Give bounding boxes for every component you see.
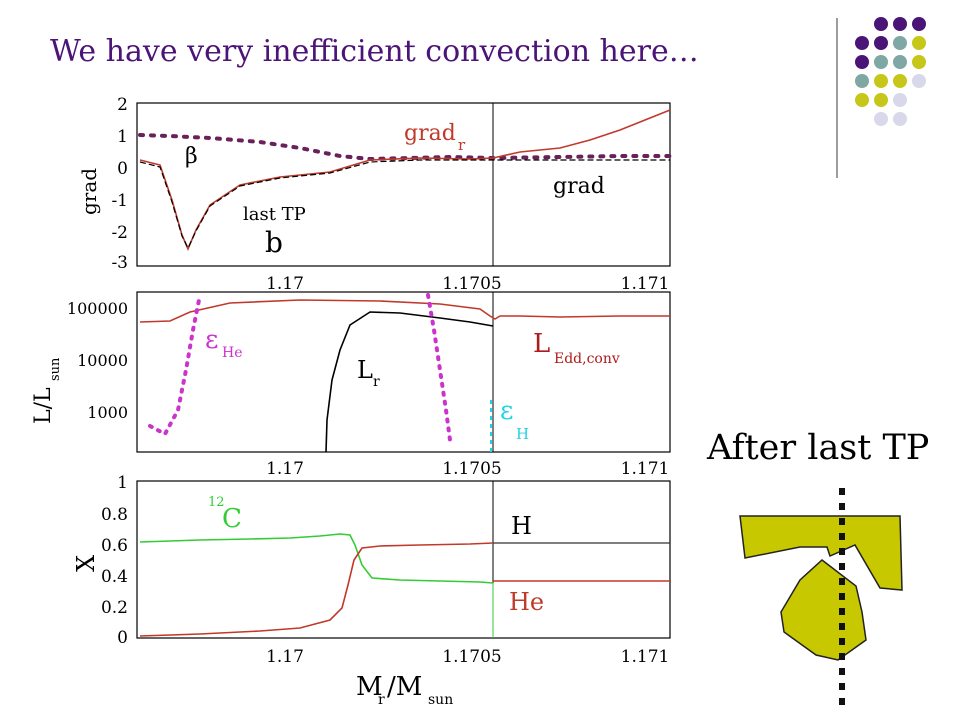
decorative-dot: [874, 55, 888, 69]
decorative-dot: [893, 36, 907, 50]
decorative-divider: [836, 18, 838, 178]
panel-bottom-ytick: 0.4: [101, 567, 128, 587]
decorative-dot: [912, 17, 926, 31]
decorative-dot: [855, 36, 869, 50]
panel-middle-ytick: 1000: [87, 403, 128, 422]
panel-middle-ylabel-main: L/L: [31, 387, 56, 424]
annotation-lr-sub: r: [373, 374, 380, 390]
series-lr: [325, 311, 494, 453]
panel-top-xtick: 1.171: [621, 274, 670, 294]
panel-top-ytick: 2: [117, 95, 128, 115]
annotation-eps-he: ε: [205, 325, 218, 355]
annotation-h: H: [511, 512, 532, 540]
panel-top-ylabel: grad: [77, 168, 101, 215]
panel-bottom-ytick: 0.2: [101, 598, 128, 618]
decorative-dot: [893, 93, 907, 107]
panel-bottom-ytick: 0.6: [101, 536, 128, 556]
xlabel-sub-r: r: [378, 692, 385, 708]
xlabel-sub-sun: sun: [428, 692, 453, 708]
panel-bottom-ytick: 0.8: [101, 505, 128, 525]
series-beta: [138, 133, 672, 162]
series-grad: [139, 159, 670, 250]
decorative-dot: [893, 17, 907, 31]
decorative-dot: [874, 17, 888, 31]
bell-lower-shape: [780, 559, 867, 661]
annotation-gradr: grad: [404, 121, 456, 146]
series-l-edd: [139, 299, 670, 323]
annotation-last-tp: last TP: [243, 204, 306, 225]
annotation-ledd: L: [533, 329, 550, 359]
decorative-dot: [912, 55, 926, 69]
annotation-eps-h-sub: H: [516, 425, 529, 443]
panel-top: 2 1 0 -1 -2 -3 1.17 1.1705 1.171 grad β …: [77, 95, 672, 294]
panel-bottom: 1 0.8 0.6 0.4 0.2 0 1.17 1.1705 1.171 X …: [72, 473, 671, 708]
panel-top-ytick: -2: [111, 223, 128, 243]
panel-middle-xtick: 1.17: [266, 459, 304, 479]
panel-middle: 100000 10000 1000 1.17 1.1705 1.171 L/L …: [31, 291, 671, 479]
panel-top-xtick: 1.1705: [442, 274, 501, 294]
panel-bottom-ylabel: X: [72, 555, 100, 572]
decorative-dot: [893, 112, 907, 126]
series-h-he: [139, 542, 494, 637]
annotation-b: b: [265, 226, 283, 259]
panel-bottom-xlabel: M r /M sun: [356, 672, 453, 708]
xlabel-mid: /M: [387, 672, 422, 702]
panel-middle-ylabel: L/L sun: [31, 357, 63, 424]
decorative-dot: [874, 93, 888, 107]
panel-middle-ytick: 100000: [67, 299, 128, 318]
annotation-gradr-sub: r: [458, 136, 466, 154]
decorative-dot: [893, 74, 907, 88]
annotation-lr: L: [357, 356, 373, 384]
annotation-beta: β: [185, 144, 198, 169]
series-eps-he-right: [426, 293, 452, 442]
panel-top-xticks: 1.17 1.1705 1.171: [266, 274, 669, 294]
panel-middle-xtick: 1.1705: [442, 459, 501, 479]
panel-bottom-xticks: 1.17 1.1705 1.171: [266, 647, 669, 667]
annotation-grad: grad: [553, 174, 605, 199]
panel-middle-ylabel-sub: sun: [48, 357, 63, 381]
panel-middle-yticks: 100000 10000 1000: [67, 299, 128, 422]
decorative-dot: [912, 74, 926, 88]
panel-top-ytick: -3: [111, 253, 128, 273]
panel-middle-xticks: 1.17 1.1705 1.171: [266, 459, 669, 479]
annotation-ledd-sub: Edd,conv: [554, 351, 620, 367]
panel-middle-xtick: 1.171: [621, 459, 670, 479]
decorative-dot: [874, 74, 888, 88]
decorative-dot: [893, 55, 907, 69]
annotation-c12-sup: 12: [208, 495, 225, 510]
panel-bottom-xtick: 1.17: [266, 647, 304, 667]
decorative-dot: [855, 55, 869, 69]
xlabel-main: M: [356, 672, 383, 702]
panel-bottom-ytick: 1: [117, 473, 128, 493]
annotation-eps-he-sub: He: [222, 345, 243, 361]
panel-bottom-xtick: 1.1705: [442, 647, 501, 667]
decorative-dot: [874, 36, 888, 50]
annotation-eps-h: ε: [500, 396, 513, 426]
panel-bottom-xtick: 1.171: [621, 647, 670, 667]
series-eps-he-left: [148, 293, 202, 437]
after-last-tp-label: After last TP: [707, 428, 930, 468]
annotation-c12: C: [222, 504, 242, 534]
panel-bottom-yticks: 1 0.8 0.6 0.4 0.2 0: [101, 473, 128, 648]
panel-middle-ytick: 10000: [77, 351, 128, 370]
panel-bottom-ytick: 0: [117, 628, 128, 648]
panel-top-yticks: 2 1 0 -1 -2 -3: [111, 95, 128, 273]
decorative-dot: [912, 36, 926, 50]
slide-title: We have very inefficient convection here…: [50, 34, 699, 69]
panel-top-xtick: 1.17: [266, 274, 304, 294]
panel-top-ytick: 1: [117, 127, 128, 147]
decorative-dot: [855, 93, 869, 107]
decorative-dot: [874, 112, 888, 126]
panel-top-ytick: 0: [117, 159, 128, 179]
panel-top-ytick: -1: [111, 191, 128, 211]
series-carbon: [139, 533, 494, 584]
annotation-he: He: [509, 588, 544, 616]
decorative-dot: [855, 74, 869, 88]
